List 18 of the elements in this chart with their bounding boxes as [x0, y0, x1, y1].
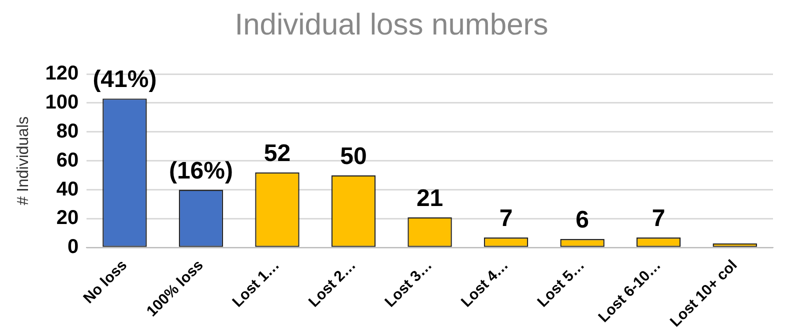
y-tick-label: 100 [45, 91, 79, 114]
data-label: 21 [416, 184, 444, 212]
annotation: (41%) [92, 66, 157, 94]
data-label: 50 [340, 142, 367, 170]
y-tick-label: 80 [56, 120, 79, 142]
data-label: 7 [652, 205, 666, 232]
data-label: 7 [499, 205, 513, 232]
y-tick-label: 40 [56, 178, 79, 200]
chart-title: Individual loss numbers [234, 8, 548, 42]
y-tick-label: 0 [67, 236, 79, 258]
data-label: 6 [576, 206, 590, 234]
data-label: 52 [264, 140, 291, 168]
y-tick-label: 120 [45, 62, 79, 85]
y-tick-label: 60 [56, 149, 79, 172]
x-tick-label: No loss [80, 256, 130, 308]
y-axis-title: # Individuals [15, 116, 32, 206]
y-tick-label: 20 [56, 207, 79, 230]
annotation: (16%) [168, 157, 233, 184]
